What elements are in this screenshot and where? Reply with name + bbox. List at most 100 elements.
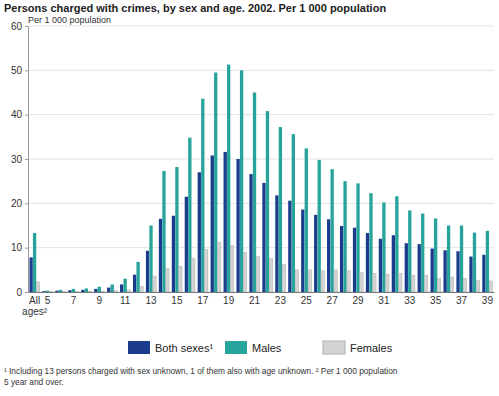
y-tick: 30: [11, 154, 28, 165]
bar: [366, 233, 369, 292]
x-tick: 9: [97, 295, 103, 306]
grid-line: [28, 70, 494, 71]
bar: [279, 127, 282, 292]
bar: [301, 210, 304, 292]
series: [33, 65, 489, 292]
bar: [405, 243, 408, 292]
bar: [175, 167, 178, 292]
bar: [340, 226, 343, 292]
x-tick: 37: [456, 295, 468, 306]
y-tick-label: 0: [16, 287, 22, 298]
x-tick: 11: [120, 295, 131, 306]
bar: [201, 99, 204, 292]
bar: [46, 291, 49, 292]
bar: [473, 233, 476, 292]
y-tick: 20: [11, 198, 28, 209]
bar: [42, 291, 45, 292]
bar: [489, 281, 492, 292]
legend-swatch: [128, 341, 150, 354]
x-tick: 25: [301, 295, 313, 306]
x-tick: 39: [482, 295, 494, 306]
x-tick-label: 25: [301, 295, 313, 306]
bar: [282, 265, 285, 292]
x-axis-line: [29, 292, 495, 293]
bar: [49, 291, 52, 292]
bar: [111, 284, 114, 292]
grid-line: [28, 203, 494, 204]
legend-label: Both sexes¹: [155, 342, 213, 354]
bar: [379, 239, 382, 292]
legend: Both sexes¹MalesFemales: [128, 341, 393, 354]
grid: [28, 26, 494, 292]
x-tick: 7: [71, 295, 77, 306]
y-tick-mark: [25, 115, 28, 116]
legend-swatch: [323, 341, 345, 354]
bar: [166, 269, 169, 292]
x-tick: 29: [352, 295, 364, 306]
bar: [269, 258, 272, 292]
bar: [59, 290, 62, 292]
bar: [249, 174, 252, 292]
bar: [275, 195, 278, 292]
y-tick-label: 30: [11, 154, 23, 165]
bar: [159, 219, 162, 292]
y-tick: 0: [16, 287, 28, 298]
bar: [343, 181, 346, 292]
bar: [205, 249, 208, 292]
bar: [98, 287, 101, 292]
bar: [88, 291, 91, 292]
x-tick: 27: [327, 295, 339, 306]
bar: [211, 155, 214, 292]
footnote: 5 year and over.: [4, 377, 64, 387]
bar: [192, 258, 195, 292]
x-tick-label: 33: [404, 295, 416, 306]
x-tick: 19: [223, 295, 235, 306]
grid-line: [28, 26, 494, 27]
bar: [153, 276, 156, 292]
series: [29, 152, 485, 292]
y-tick: 40: [11, 109, 28, 120]
bar: [146, 251, 149, 292]
x-tick-label: 9: [97, 295, 103, 306]
bar: [482, 255, 485, 292]
bar: [288, 201, 291, 292]
bar: [133, 275, 136, 292]
bar: [421, 214, 424, 292]
bar: [437, 279, 440, 292]
bar: [227, 65, 230, 292]
bar: [162, 171, 165, 292]
bar: [360, 272, 363, 292]
x-tick-label: 15: [171, 295, 183, 306]
x-tick: 21: [249, 295, 261, 306]
bar: [334, 270, 337, 292]
bar: [456, 251, 459, 292]
x-tick-label: 27: [327, 295, 339, 306]
bar: [256, 257, 259, 292]
x-tick-label: 19: [223, 295, 235, 306]
bar: [236, 159, 239, 292]
x-tick: 23: [275, 295, 287, 306]
bar: [224, 152, 227, 292]
bar: [243, 252, 246, 292]
y-axis-line: [28, 27, 29, 293]
x-tick-label: 13: [145, 295, 157, 306]
bar: [469, 257, 472, 292]
bar: [179, 266, 182, 292]
bar: [292, 134, 295, 292]
series: [36, 242, 492, 292]
bar: [314, 215, 317, 292]
x-tick-label: 11: [120, 295, 131, 306]
bar: [172, 216, 175, 292]
bar: [373, 273, 376, 292]
x-tick: 13: [145, 295, 157, 306]
bar: [101, 291, 104, 292]
bar: [185, 197, 188, 292]
bar: [136, 262, 139, 292]
bar: [120, 284, 123, 292]
x-tick-label: 17: [197, 295, 209, 306]
bar: [295, 270, 298, 292]
bar: [399, 273, 402, 292]
x-tick: 31: [378, 295, 390, 306]
x-tick-label: 21: [249, 295, 261, 306]
bar: [356, 183, 359, 292]
